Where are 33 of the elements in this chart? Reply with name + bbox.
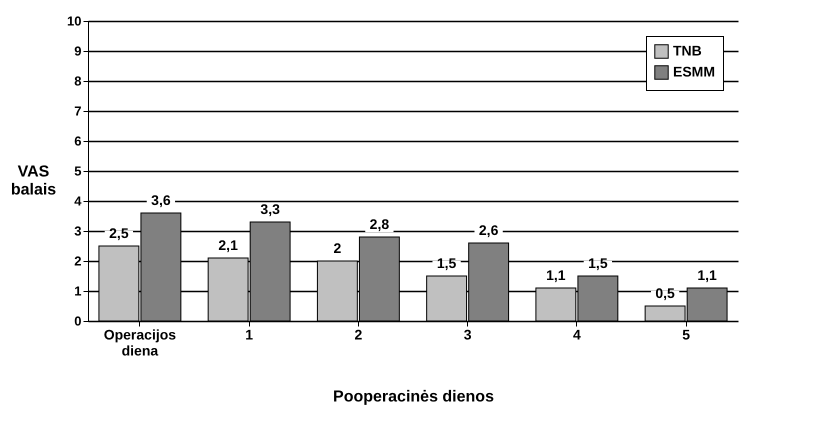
y-tick-label: 1 xyxy=(74,284,82,298)
y-tick-label: 9 xyxy=(74,44,82,58)
data-label: 1,5 xyxy=(436,255,457,271)
data-label: 2,5 xyxy=(109,225,129,241)
data-label: 2,8 xyxy=(370,216,390,232)
data-label: 3,6 xyxy=(151,192,171,208)
y-tick-label: 5 xyxy=(74,164,82,178)
x-axis-title: Pooperacinės dienos xyxy=(333,388,494,406)
y-tick-label: 3 xyxy=(74,224,82,238)
x-tick-label: Operacijos diena xyxy=(104,326,176,358)
data-label: 0,5 xyxy=(655,285,676,301)
y-tick-label: 4 xyxy=(74,194,82,208)
x-tick-label: 5 xyxy=(682,326,690,342)
x-tick-label: 4 xyxy=(572,326,581,342)
data-label: 2,6 xyxy=(478,222,499,238)
data-label: 1,5 xyxy=(588,255,608,271)
y-tick-label: 7 xyxy=(74,104,82,118)
data-label: 3,3 xyxy=(260,201,280,217)
y-tick-label: 8 xyxy=(74,74,82,88)
data-label: 2,1 xyxy=(218,237,238,253)
legend-label: TNB xyxy=(673,42,702,58)
y-tick-label: 0 xyxy=(74,314,82,328)
y-tick-label: 6 xyxy=(74,134,82,148)
data-label: 1,1 xyxy=(697,267,718,283)
y-tick-label: 10 xyxy=(67,14,82,28)
y-tick-label: 2 xyxy=(74,254,82,268)
y-axis-title: VAS balais xyxy=(10,164,56,198)
x-tick-label: 2 xyxy=(354,326,362,342)
x-tick-label: 3 xyxy=(464,326,472,342)
legend-label: ESMM xyxy=(673,64,715,80)
data-label: 2 xyxy=(333,240,342,256)
data-label: 1,1 xyxy=(546,267,566,283)
x-tick-label: 1 xyxy=(245,326,254,342)
